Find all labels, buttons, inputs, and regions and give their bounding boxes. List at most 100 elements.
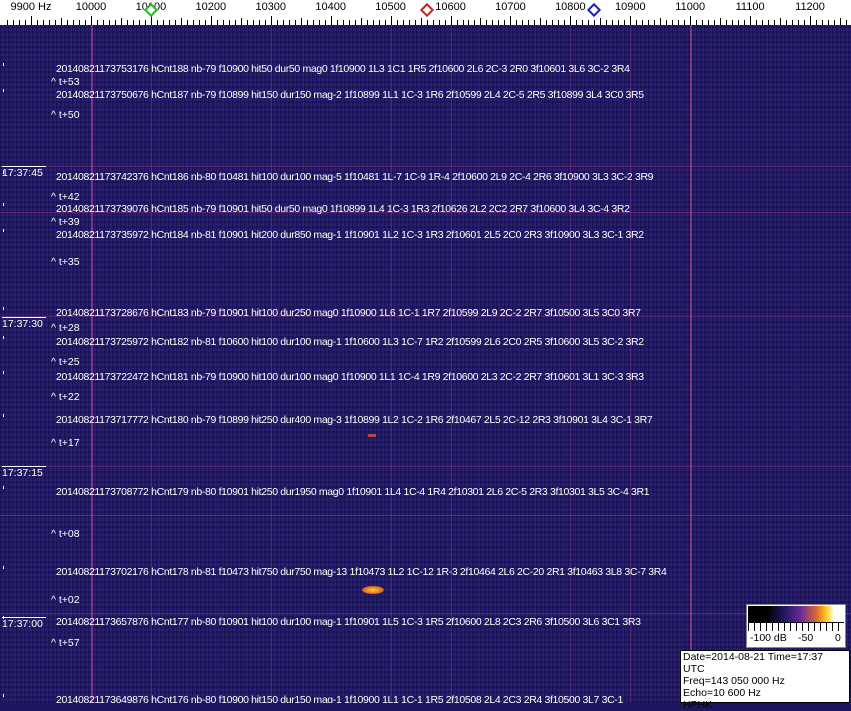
ruler-tick (372, 20, 374, 25)
ruler-tick (102, 20, 104, 25)
carrier-line (390, 25, 392, 703)
ruler-tick (618, 20, 620, 25)
red-marker-icon[interactable] (419, 2, 434, 18)
carrier-line (630, 25, 632, 703)
relative-time-label: ^ t+08 (51, 528, 80, 540)
ruler-tick (312, 20, 314, 25)
relative-time-label: ^ t+02 (51, 594, 80, 606)
ruler-tick (756, 20, 758, 25)
ruler-tick (768, 20, 770, 25)
ruler-tick (49, 20, 51, 25)
ruler-tick (498, 20, 500, 25)
detection-log-line: 20140821173725972 hCnt182 nb-81 f10600 h… (56, 336, 644, 348)
ruler-tick (474, 20, 476, 25)
ruler-tick (702, 20, 704, 25)
spectrogram-waterfall: 20140821173753176 hCnt188 nb-79 f10900 h… (0, 25, 851, 703)
ruler-tick (318, 20, 320, 25)
frequency-tick-label: 11100 (735, 1, 765, 13)
ruler-tick (588, 20, 590, 25)
detection-log-line: 20140821173753176 hCnt188 nb-79 f10900 h… (56, 63, 630, 75)
ruler-tick (558, 20, 560, 25)
ruler-tick (138, 20, 140, 25)
row-tick-mark (3, 307, 4, 310)
ruler-tick (708, 20, 710, 25)
info-station: HPHK (683, 699, 713, 711)
relative-time-label: ^ t+28 (51, 322, 80, 334)
row-tick-mark (3, 229, 4, 232)
row-tick-mark (3, 171, 4, 174)
ruler-tick (61, 18, 63, 25)
color-scale-legend: -100 dB -50 0 (746, 604, 846, 648)
ruler-tick (582, 20, 584, 25)
carrier-line (450, 25, 452, 703)
ruler-tick (540, 18, 542, 25)
ruler-tick (210, 16, 212, 25)
ruler-tick (282, 20, 284, 25)
ruler-tick (600, 18, 602, 25)
ruler-tick (648, 20, 650, 25)
meteor-echo-small (368, 434, 376, 437)
ruler-tick (480, 18, 482, 25)
ruler-tick (564, 20, 566, 25)
ruler-tick (294, 20, 296, 25)
ruler-tick (324, 20, 326, 25)
ruler-tick (342, 20, 344, 25)
time-label: 17:37:00 (2, 617, 46, 630)
ruler-tick (348, 20, 350, 25)
row-tick-mark (3, 336, 4, 339)
row-tick-mark (3, 414, 4, 417)
frequency-ruler[interactable]: 9900 Hz 10000101001020010300104001050010… (0, 0, 851, 25)
ruler-tick (510, 16, 512, 25)
ruler-tick (198, 20, 200, 25)
ruler-tick (732, 20, 734, 25)
ruler-tick (216, 20, 218, 25)
ruler-tick (378, 20, 380, 25)
relative-time-label: ^ t+17 (51, 437, 80, 449)
frequency-tick-label: 10200 (195, 1, 227, 13)
ruler-tick (738, 20, 740, 25)
meteor-echo (362, 586, 384, 594)
ruler-tick (492, 20, 494, 25)
ruler-tick (85, 20, 86, 25)
ruler-tick (762, 20, 764, 25)
ruler-tick (612, 20, 614, 25)
relative-time-label: ^ t+35 (51, 256, 80, 268)
ruler-tick (192, 20, 194, 25)
ruler-tick (132, 20, 134, 25)
ruler-tick (73, 20, 75, 25)
ruler-tick (534, 20, 536, 25)
ruler-tick (672, 20, 674, 25)
ruler-tick (630, 16, 632, 25)
ruler-tick (438, 20, 440, 25)
ruler-tick (246, 20, 248, 25)
ruler-tick (37, 20, 39, 25)
time-label: 17:37:15 (2, 466, 46, 479)
ruler-tick (360, 18, 362, 25)
frequency-tick-label: 10300 (255, 1, 287, 13)
info-frequency: Freq=143 050 000 Hz (683, 675, 785, 687)
relative-time-label: ^ t+25 (51, 356, 80, 368)
frequency-unit-label: 9900 Hz (10, 1, 52, 13)
ruler-tick (228, 20, 230, 25)
ruler-tick (96, 20, 98, 25)
carrier-line (150, 25, 152, 703)
detection-log-line: 20140821173702176 hCnt178 nb-81 f10473 h… (56, 566, 667, 578)
color-scale-gradient (748, 606, 844, 622)
ruler-tick (408, 20, 410, 25)
ruler-tick (108, 20, 110, 25)
frequency-tick-label: 10500 (375, 1, 406, 13)
color-scale-ticks (748, 622, 844, 631)
detection-log-line: 20140821173742376 hCnt186 nb-80 f10481 h… (56, 171, 654, 183)
ruler-tick (786, 20, 788, 25)
ruler-tick (798, 20, 800, 25)
ruler-tick (570, 16, 572, 25)
detection-log-line: 20140821173735972 hCnt184 nb-81 f10901 h… (56, 229, 644, 241)
carrier-line (690, 25, 693, 703)
time-grid-line (0, 515, 851, 516)
ruler-tick (252, 20, 254, 25)
ruler-tick (426, 20, 428, 25)
blue-marker-icon[interactable] (587, 2, 602, 18)
carrier-line (91, 25, 93, 703)
ruler-tick (144, 20, 146, 25)
ruler-tick (55, 20, 57, 25)
